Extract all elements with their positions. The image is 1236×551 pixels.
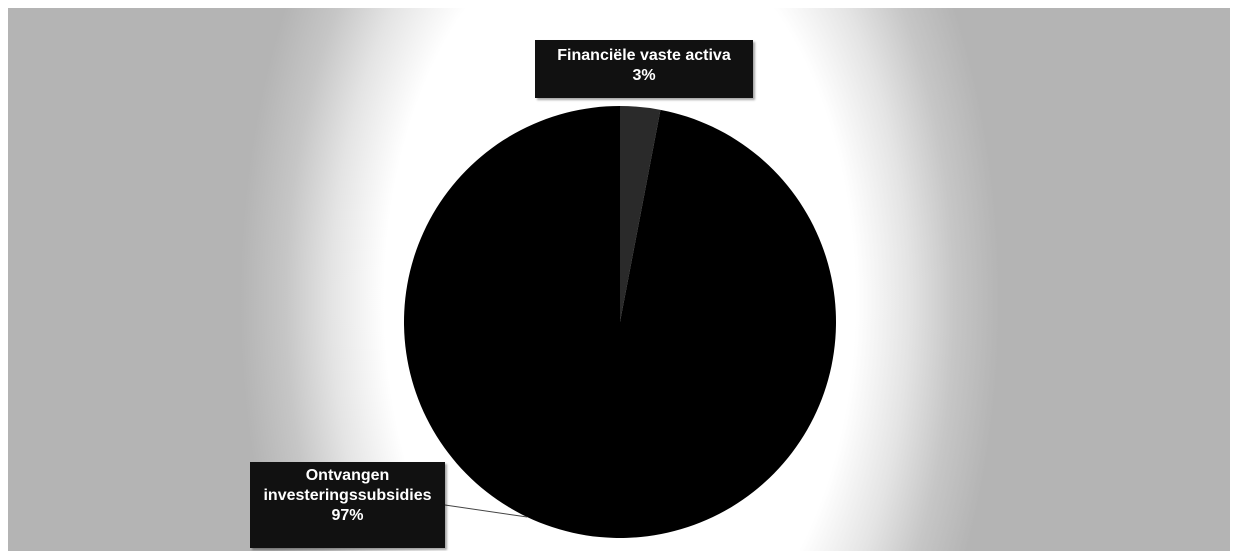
data-label-name: Financiële vaste activa [557, 47, 731, 64]
data-label-ontvangen-investeringssubsidies: Ontvangen investeringssubsidies 97% [250, 462, 445, 548]
frame-left-edge [0, 0, 8, 551]
pie-slice-ontvangen-investeringssubsidies [403, 106, 836, 538]
data-label-name-line-2: investeringssubsidies [263, 487, 432, 504]
pie-slice-financi-le-vaste-activa [620, 106, 661, 322]
pie-slices [403, 106, 836, 538]
frame-top-edge [0, 0, 1236, 8]
data-label-percent: 97% [331, 507, 364, 524]
data-label-name-line-1: Ontvangen [305, 467, 390, 484]
data-label-percent: 3% [632, 67, 656, 84]
leader-lines [444, 504, 528, 518]
frame-right-edge [1230, 0, 1236, 551]
leader-line-ontvangen-investeringssubsidies [444, 504, 528, 518]
data-label-financiele-vaste-activa: Financiële vaste activa 3% [535, 40, 753, 98]
